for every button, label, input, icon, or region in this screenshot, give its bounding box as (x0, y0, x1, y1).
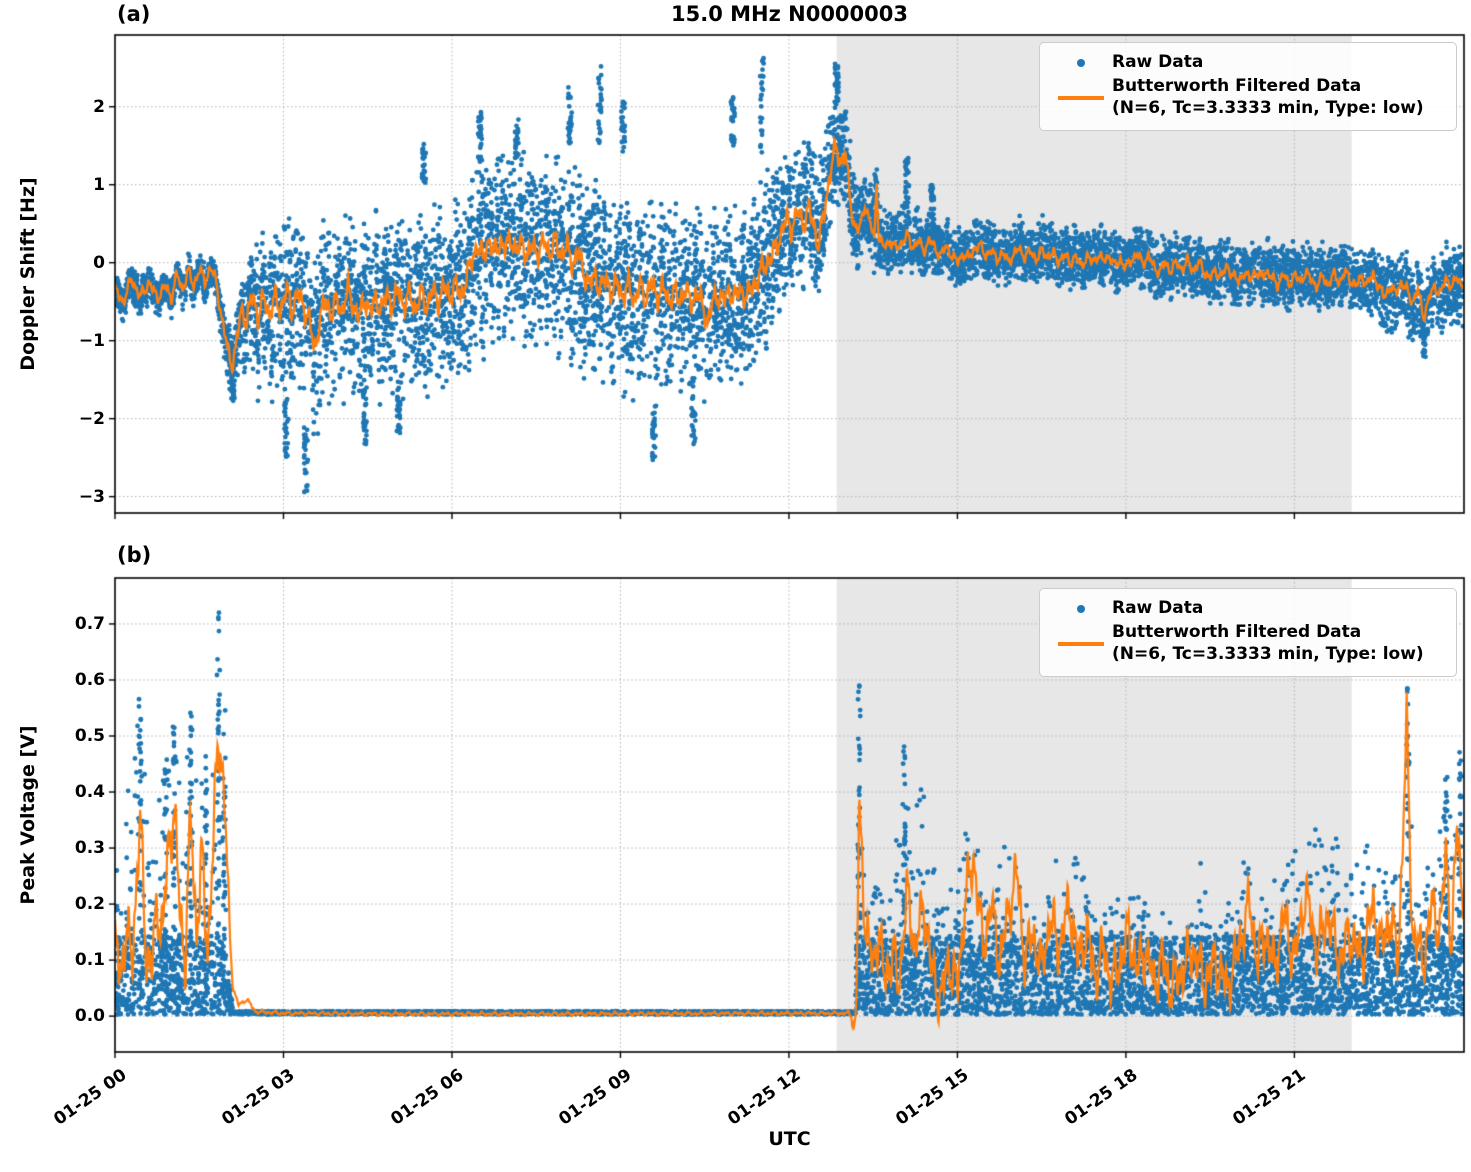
legend-filtered-entry: Butterworth Filtered Data (N=6, Tc=3.3333… (1050, 622, 1448, 666)
panel-b-y-tick: 0.4 (74, 782, 105, 803)
panel-a-y-tick: 2 (93, 96, 105, 117)
panel-a-y-tick: −2 (78, 408, 105, 429)
legend-filtered-label: Butterworth Filtered Data (N=6, Tc=3.3333… (1112, 76, 1424, 118)
legend-filtered-entry: Butterworth Filtered Data (N=6, Tc=3.3333… (1050, 76, 1448, 120)
legend-raw-entry: Raw Data (1050, 598, 1448, 620)
panel-b-label: (b) (117, 543, 152, 567)
chart-title: 15.0 MHz N0000003 (671, 2, 908, 26)
legend-filtered-label: Butterworth Filtered Data (N=6, Tc=3.3333… (1112, 622, 1424, 664)
panel-a-label: (a) (117, 2, 151, 26)
panel-b-y-tick: 0.0 (74, 1006, 105, 1027)
panel-b-y-tick: 0.2 (74, 894, 105, 915)
legend-raw-label: Raw Data (1112, 52, 1204, 72)
panel-a-y-tick: −1 (78, 330, 105, 351)
filtered-data-line-icon (1050, 76, 1112, 120)
panel-a-y-tick: 1 (93, 174, 105, 195)
panel-b-y-tick: 0.5 (74, 726, 105, 746)
legend-raw-entry: Raw Data (1050, 52, 1448, 74)
panel-b-y-tick: 0.1 (74, 950, 105, 971)
panel-b-y-tick: 0.7 (74, 613, 105, 634)
x-axis-label: UTC (768, 1128, 811, 1150)
raw-data-dot-icon (1050, 598, 1112, 620)
panel-b-y-tick: 0.6 (74, 669, 105, 690)
panel-a-y-tick: −3 (78, 486, 105, 507)
filtered-data-line-icon (1050, 622, 1112, 666)
legend-panel-b: Raw Data Butterworth Filtered Data (N=6, … (1039, 588, 1457, 677)
raw-data-dot-icon (1050, 52, 1112, 74)
legend-raw-label: Raw Data (1112, 598, 1204, 618)
legend-panel-a: Raw Data Butterworth Filtered Data (N=6, … (1039, 42, 1457, 131)
panel-b-y-axis-label: Peak Voltage [V] (17, 725, 39, 905)
panel-a-y-tick: 0 (93, 252, 105, 273)
panel-b-y-tick: 0.3 (74, 838, 105, 859)
